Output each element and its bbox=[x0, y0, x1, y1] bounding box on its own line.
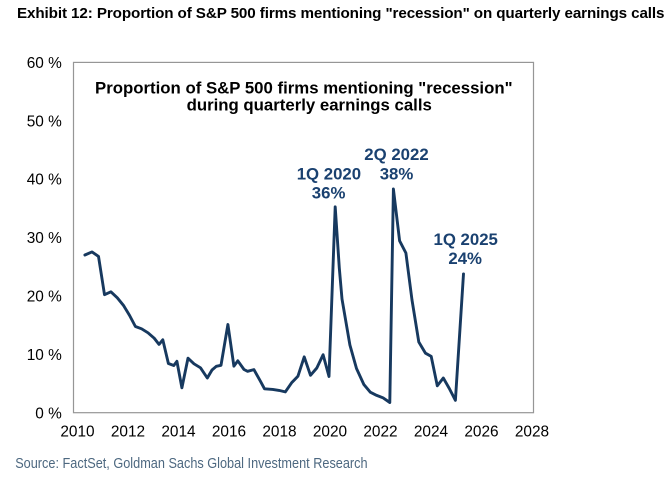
svg-text:30 %: 30 % bbox=[27, 230, 62, 247]
svg-text:2014: 2014 bbox=[161, 423, 196, 440]
svg-text:during quarterly earnings call: during quarterly earnings calls bbox=[187, 95, 432, 114]
svg-text:2024: 2024 bbox=[414, 423, 449, 440]
svg-text:2026: 2026 bbox=[464, 423, 498, 440]
svg-text:2018: 2018 bbox=[262, 423, 296, 440]
svg-text:2020: 2020 bbox=[313, 423, 347, 440]
svg-text:2028: 2028 bbox=[515, 423, 549, 440]
svg-text:Exhibit 12: Proportion of S&P: Exhibit 12: Proportion of S&P 500 firms … bbox=[17, 5, 664, 22]
svg-text:2Q 2022: 2Q 2022 bbox=[364, 145, 428, 164]
svg-text:2010: 2010 bbox=[60, 423, 94, 440]
svg-text:36%: 36% bbox=[312, 184, 346, 203]
svg-text:1Q 2025: 1Q 2025 bbox=[434, 230, 498, 249]
svg-text:10 %: 10 % bbox=[27, 347, 62, 364]
svg-text:60 %: 60 % bbox=[27, 55, 62, 72]
svg-text:50 %: 50 % bbox=[27, 113, 62, 130]
svg-text:1Q 2020: 1Q 2020 bbox=[297, 164, 361, 183]
svg-text:24%: 24% bbox=[448, 249, 482, 268]
svg-text:2012: 2012 bbox=[111, 423, 145, 440]
svg-text:Source: FactSet, Goldman Sachs: Source: FactSet, Goldman Sachs Global In… bbox=[15, 454, 367, 471]
svg-text:2016: 2016 bbox=[212, 423, 246, 440]
svg-text:40 %: 40 % bbox=[27, 172, 62, 189]
svg-text:2022: 2022 bbox=[363, 423, 397, 440]
svg-text:20 %: 20 % bbox=[27, 289, 62, 306]
svg-text:38%: 38% bbox=[380, 165, 414, 184]
svg-text:0 %: 0 % bbox=[35, 405, 62, 422]
svg-text:Proportion of S&P 500 firms me: Proportion of S&P 500 firms mentioning "… bbox=[95, 79, 513, 98]
